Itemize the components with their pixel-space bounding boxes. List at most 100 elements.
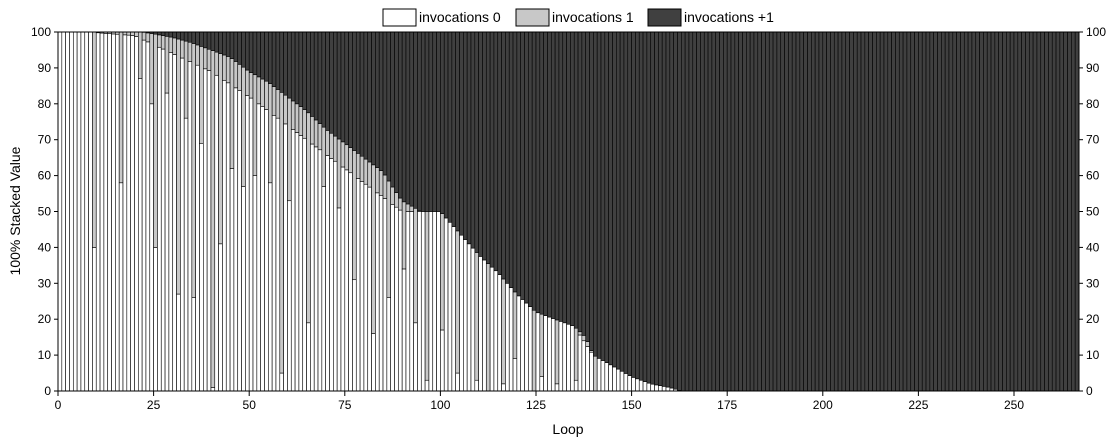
bar-segment-invocations-1 [192,43,196,297]
bar-segment-invocations-0 [452,227,456,391]
bar-segment-invocations-1 [272,32,276,87]
bar-segment-invocations-0 [287,201,291,391]
bar-segment-invocations-1 [574,32,578,328]
bar-segment-invocations-1 [769,32,773,391]
bar-segment-invocations-1 [945,32,949,391]
bar-segment-invocations-0 [570,326,574,391]
bar-segment-invocations-1 [827,32,831,391]
bar-segment-invocations-1 [540,314,544,376]
bar-segment-invocations-1 [395,32,399,193]
bar-segment-invocations-1 [1075,32,1079,391]
bar-segment-invocations-1 [1022,32,1026,391]
y-tick-label-right: 10 [1086,348,1100,362]
legend-label: invocations 1 [552,9,634,25]
bar-segment-invocations-1 [368,162,372,187]
bar-segment-invocations-1 [502,279,506,384]
bar-segment-invocations-1 [1006,32,1010,391]
bar-segment-invocations-1 [505,32,509,283]
bar-segment-invocations-1 [586,342,590,347]
bar-segment-invocations-1 [1071,32,1075,391]
bar-segment-invocations-1 [804,32,808,391]
bar-segment-invocations-1 [555,32,559,320]
bar-segment-invocations-1 [199,46,203,143]
bar-segment-invocations-1 [597,32,601,358]
bar-segment-invocations-0 [184,118,188,391]
bar-segment-invocations-1 [991,32,995,391]
bar-segment-invocations-0 [395,207,399,391]
bar-segment-invocations-0 [475,380,479,391]
bar-segment-invocations-1 [303,110,307,139]
bar-segment-invocations-0 [528,307,532,391]
bar-segment-invocations-1 [264,81,268,109]
bar-segment-invocations-1 [525,32,529,303]
bar-segment-invocations-1 [330,133,334,158]
x-tick-label: 0 [55,398,62,412]
bar-segment-invocations-1 [215,32,219,52]
bar-segment-invocations-1 [1010,32,1014,391]
bar-segment-invocations-1 [704,32,708,391]
bar-segment-invocations-1 [387,181,391,298]
bar-segment-invocations-1 [146,33,150,42]
bar-segment-invocations-1 [238,32,242,64]
bar-segment-invocations-0 [383,199,387,391]
bar-segment-invocations-1 [157,35,161,47]
bar-segment-invocations-1 [861,32,865,391]
bar-segment-invocations-1 [547,32,551,317]
bar-segment-invocations-1 [341,142,345,167]
bar-segment-invocations-1 [253,32,257,75]
bar-segment-invocations-1 [1003,32,1007,391]
bar-segment-invocations-1 [326,130,330,155]
bar-segment-invocations-0 [207,71,211,391]
bar-segment-invocations-1 [544,32,548,316]
bar-segment-invocations-1 [230,59,234,169]
bar-segment-invocations-1 [330,32,334,133]
bar-segment-invocations-1 [456,231,460,373]
bar-segment-invocations-0 [586,346,590,391]
bar-segment-invocations-0 [360,181,364,391]
bar-segment-invocations-1 [242,32,246,67]
bar-segment-invocations-1 [582,32,586,335]
bar-segment-invocations-0 [333,161,337,391]
bar-segment-invocations-1 [268,32,272,84]
bar-segment-invocations-1 [964,32,968,391]
bar-segment-invocations-1 [249,32,253,73]
bar-segment-invocations-1 [938,32,942,391]
x-axis-title: Loop [552,421,583,437]
bar-segment-invocations-1 [345,32,349,145]
bar-segment-invocations-1 [410,206,414,211]
bar-segment-invocations-1 [280,92,284,373]
bar-segment-invocations-1 [467,32,471,244]
bar-segment-invocations-0 [639,380,643,391]
bar-segment-invocations-1 [823,32,827,391]
bar-segment-invocations-0 [264,110,268,391]
bar-segment-invocations-0 [440,330,444,391]
bar-segment-invocations-0 [628,376,632,391]
bar-segment-invocations-0 [456,373,460,391]
bar-segment-invocations-1 [536,32,540,313]
bar-segment-invocations-1 [578,332,582,335]
bar-segment-invocations-1 [1029,32,1033,391]
y-tick-label-right: 50 [1086,205,1100,219]
bar-segment-invocations-1 [222,55,226,80]
bar-segment-invocations-1 [421,32,425,212]
bar-segment-invocations-1 [402,202,406,269]
bar-segment-invocations-1 [433,32,437,212]
bar-segment-invocations-1 [379,171,383,196]
bar-segment-invocations-1 [349,148,353,173]
bar-segment-invocations-0 [372,334,376,391]
bar-segment-invocations-1 [899,32,903,391]
bar-segment-invocations-1 [1060,32,1064,391]
bar-segment-invocations-0 [398,210,402,391]
bar-segment-invocations-1 [92,32,96,247]
bar-segment-invocations-0 [199,143,203,391]
bar-segment-invocations-1 [406,204,410,212]
bar-segment-invocations-0 [525,303,529,391]
bar-segment-invocations-0 [219,244,223,391]
bar-segment-invocations-1 [299,32,303,107]
bar-segment-invocations-1 [903,32,907,391]
bar-segment-invocations-1 [249,73,253,98]
bar-segment-invocations-1 [570,32,574,326]
y-axis-title: 100% Stacked Value [7,146,23,275]
bar-segment-invocations-1 [681,32,685,391]
bar-segment-invocations-1 [605,32,609,363]
